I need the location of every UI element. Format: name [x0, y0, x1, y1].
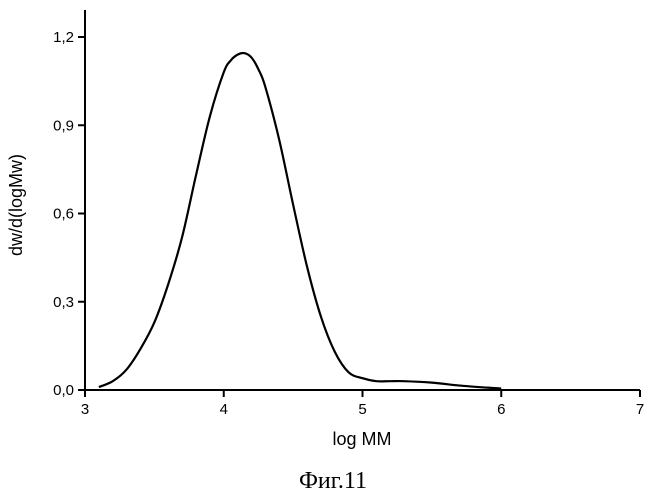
x-tick-label: 5 — [358, 401, 366, 418]
y-tick-label: 0,6 — [53, 206, 74, 223]
y-ticks: 0,0 0,3 0,6 0,9 1,2 — [53, 29, 85, 399]
y-tick-label: 0,3 — [53, 294, 74, 311]
y-tick-label: 0,0 — [53, 382, 74, 399]
x-ticks: 3 4 5 6 7 — [81, 390, 644, 418]
x-axis-title: log MM — [332, 429, 391, 449]
y-axis: 0,0 0,3 0,6 0,9 1,2 — [53, 10, 85, 399]
x-tick-label: 7 — [636, 401, 644, 418]
y-tick-label: 1,2 — [53, 29, 74, 46]
x-tick-label: 6 — [497, 401, 505, 418]
x-axis: 3 4 5 6 7 — [81, 390, 644, 418]
x-tick-label: 3 — [81, 401, 89, 418]
y-axis-title: dw/d(logMw) — [6, 154, 26, 256]
y-tick-label: 0,9 — [53, 117, 74, 134]
x-tick-label: 4 — [220, 401, 228, 418]
series-line — [99, 53, 501, 389]
figure-caption: Фиг.11 — [299, 468, 367, 494]
